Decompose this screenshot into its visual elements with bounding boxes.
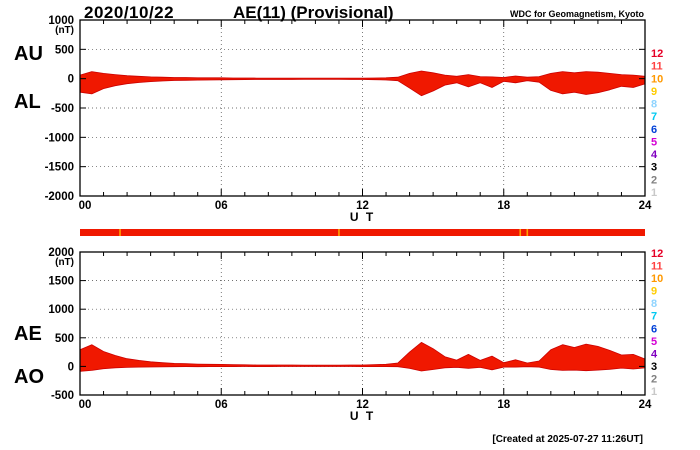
index-label-al: AL: [14, 91, 41, 113]
x-tick-label: 00: [79, 200, 92, 212]
station-count-value: 12: [651, 48, 663, 60]
station-count-value: 9: [651, 86, 657, 98]
y-tick-label: -500: [51, 390, 74, 402]
x-tick-label: 24: [639, 200, 652, 212]
station-count-value: 7: [651, 311, 657, 323]
station-count-value: 8: [651, 99, 657, 111]
x-tick-label: 18: [497, 200, 510, 212]
y-axis-unit: (nT): [55, 25, 74, 36]
x-tick-label: 12: [356, 399, 369, 411]
x-tick-label: 06: [215, 200, 228, 212]
station-count-value: 9: [651, 286, 657, 298]
panel-frame: [79, 251, 646, 396]
created-timestamp: [Created at 2025-07-27 11:26UT]: [492, 434, 643, 445]
station-count-value: 2: [651, 373, 657, 385]
station-count-bar: [80, 229, 645, 236]
station-count-value: 4: [651, 149, 658, 161]
data-source-label: WDC for Geomagnetism, Kyoto: [509, 9, 644, 19]
plot-date: 2020/10/22: [84, 3, 175, 22]
index-label-ae: AE: [14, 323, 42, 345]
au-al-trace: [79, 70, 646, 97]
station-count-value: 3: [651, 162, 657, 174]
y-tick-label: -1000: [45, 132, 74, 144]
index-label-ao: AO: [14, 366, 44, 388]
x-axis-label: U T: [350, 409, 375, 423]
y-tick-label: 2000: [48, 247, 74, 259]
y-tick-label: 1000: [48, 304, 74, 316]
x-tick-label: 12: [356, 200, 369, 212]
y-axis-unit: (nT): [55, 257, 74, 268]
station-count-value: 1: [651, 386, 657, 398]
x-tick-label: 00: [79, 399, 92, 411]
station-count-value: 1: [651, 187, 657, 199]
x-axis-label: U T: [350, 210, 375, 224]
y-tick-label: 1000: [48, 15, 74, 27]
index-label-au: AU: [14, 43, 43, 65]
station-count-value: 11: [651, 61, 663, 73]
station-count-value: 8: [651, 298, 657, 310]
station-count-value: 10: [651, 73, 663, 85]
y-tick-label: 500: [55, 44, 74, 56]
y-tick-label: 0: [68, 361, 74, 373]
x-tick-label: 24: [639, 399, 652, 411]
y-tick-label: -500: [51, 103, 74, 115]
y-tick-label: -1500: [45, 162, 74, 174]
y-tick-label: 500: [55, 333, 74, 345]
station-count-value: 11: [651, 261, 663, 273]
station-count-value: 5: [651, 136, 657, 148]
x-tick-label: 18: [497, 399, 510, 411]
y-tick-label: 0: [68, 74, 74, 86]
station-count-value: 10: [651, 273, 663, 285]
station-count-value: 4: [651, 348, 658, 360]
station-count-value: 7: [651, 111, 657, 123]
station-count-value: 2: [651, 174, 657, 186]
station-count-value: 12: [651, 248, 663, 260]
x-tick-label: 06: [215, 399, 228, 411]
y-tick-label: 1500: [48, 276, 74, 288]
station-count-value: 6: [651, 323, 657, 335]
y-tick-label: -2000: [45, 191, 74, 203]
plot-title: AE(11) (Provisional): [233, 3, 394, 22]
station-count-value: 6: [651, 124, 657, 136]
station-count-value: 5: [651, 336, 657, 348]
station-count-value: 3: [651, 361, 657, 373]
